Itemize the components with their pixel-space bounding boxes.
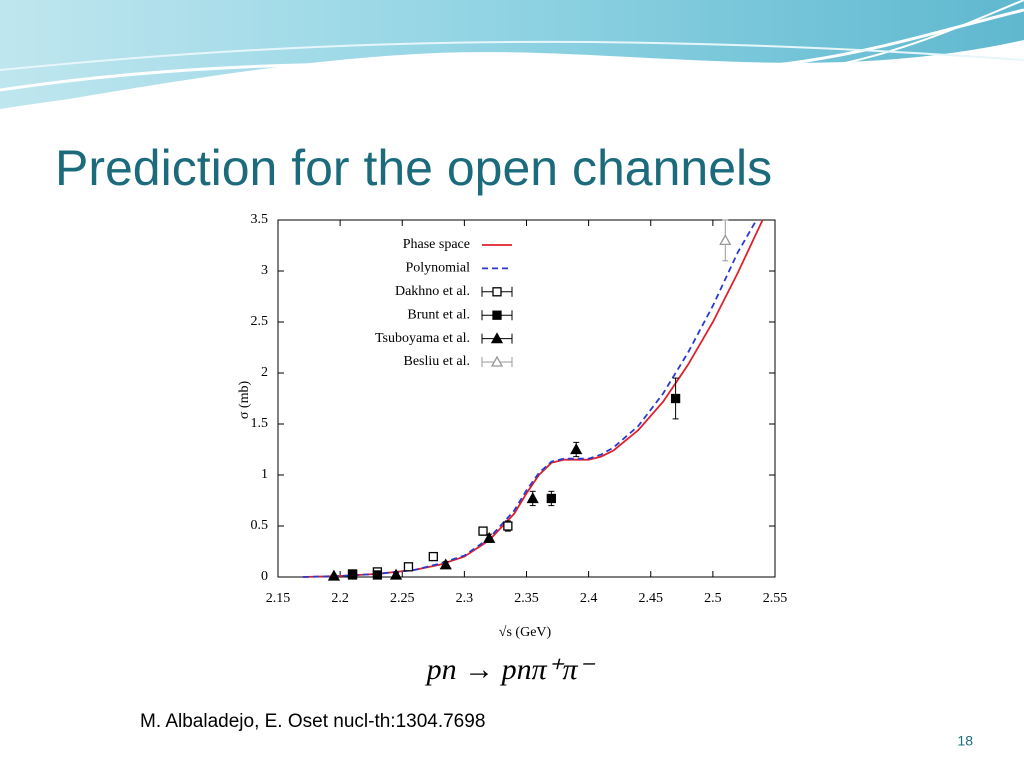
legend-label: Brunt et al.	[407, 307, 470, 322]
x-tick-label: 2.4	[580, 591, 598, 606]
x-axis-label: √s (GeV)	[499, 625, 552, 640]
y-tick-label: 3.5	[251, 212, 269, 227]
y-tick-label: 0.5	[251, 518, 269, 533]
legend-swatch	[490, 332, 504, 344]
x-tick-label: 2.35	[514, 591, 539, 606]
data-point	[372, 570, 383, 580]
data-point	[503, 521, 513, 531]
legend-label: Tsuboyama et al.	[375, 331, 470, 346]
x-tick-label: 2.55	[763, 591, 788, 606]
chart-background	[188, 205, 795, 655]
formula: pn → pnπ⁺π⁻	[425, 653, 596, 686]
data-point	[526, 492, 539, 504]
y-tick-label: 2	[261, 365, 268, 380]
y-tick-label: 1.5	[251, 416, 269, 431]
data-point	[546, 493, 556, 504]
data-point	[327, 569, 341, 581]
x-tick-label: 2.25	[390, 591, 415, 606]
data-point	[483, 531, 496, 543]
data-point	[389, 568, 403, 580]
data-point	[403, 562, 414, 572]
x-tick-label: 2.3	[456, 591, 474, 606]
data-point	[478, 526, 488, 536]
header-decoration	[0, 0, 1024, 111]
y-tick-label: 1	[261, 467, 268, 482]
y-tick-label: 2.5	[251, 314, 269, 329]
data-point	[347, 570, 358, 580]
data-point	[439, 558, 452, 570]
citation: M. Albaladejo, E. Oset nucl-th:1304.7698	[140, 711, 485, 732]
slide-title: Prediction for the open channels	[55, 140, 772, 196]
x-tick-label: 2.2	[331, 591, 349, 606]
curve	[302, 219, 758, 578]
page-number: 18	[957, 733, 973, 749]
x-tick-label: 2.5	[704, 591, 722, 606]
x-tick-label: 2.15	[266, 591, 291, 606]
legend-label: Dakhno et al.	[395, 284, 470, 299]
data-point	[428, 551, 438, 562]
legend-swatch	[492, 287, 502, 297]
data-point	[719, 234, 732, 246]
legend-label: Polynomial	[405, 261, 470, 276]
y-tick-label: 3	[261, 263, 268, 278]
data-point	[570, 443, 583, 455]
x-tick-label: 2.45	[639, 591, 664, 606]
y-axis-label: σ (mb)	[237, 381, 252, 420]
legend-label: Phase space	[403, 237, 470, 252]
y-tick-label: 0	[261, 569, 268, 584]
legend-label: Besliu et al.	[404, 354, 471, 369]
data-point	[670, 393, 681, 404]
legend-swatch	[490, 355, 504, 367]
legend-swatch	[492, 310, 502, 320]
